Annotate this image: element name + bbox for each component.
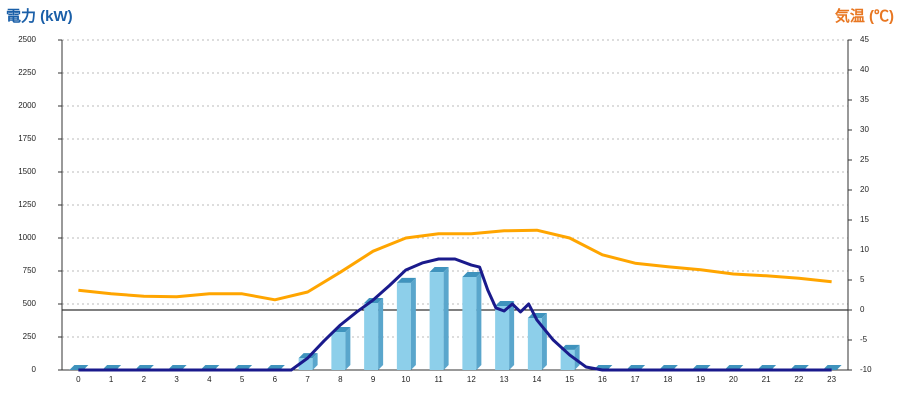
x-tick-label: 13	[500, 375, 509, 384]
y-tick-label: 2250	[18, 68, 36, 77]
y2-tick-label: -5	[860, 335, 868, 344]
y-tick-label: 1000	[18, 233, 36, 242]
bar-face	[509, 300, 515, 370]
x-tick-label: 8	[338, 375, 343, 384]
y-axis-title: 電力 (kW)	[6, 7, 73, 25]
bar-face	[443, 267, 449, 370]
bar-face	[476, 271, 482, 370]
bar-face	[410, 277, 416, 370]
y-tick-label: 0	[32, 365, 37, 374]
y2-tick-label: 20	[860, 185, 869, 194]
x-tick-label: 7	[305, 375, 310, 384]
bar	[396, 277, 416, 370]
x-tick-label: 1	[109, 375, 114, 384]
x-tick-label: 2	[142, 375, 147, 384]
x-tick-label: 10	[401, 375, 410, 384]
y-tick-label: 500	[23, 299, 37, 308]
bar-face	[378, 297, 384, 370]
y2-tick-label: -10	[860, 365, 872, 374]
bar	[364, 297, 384, 370]
bar	[331, 326, 351, 370]
y2-tick-label: 30	[860, 125, 869, 134]
bar	[429, 267, 449, 370]
x-tick-label: 20	[729, 375, 738, 384]
bar-face	[312, 353, 318, 370]
x-tick-label: 22	[794, 375, 803, 384]
y-tick-label: 2500	[18, 35, 36, 44]
x-tick-label: 11	[434, 375, 443, 384]
bar-face	[462, 276, 477, 370]
bar-face	[396, 282, 411, 370]
x-tick-label: 4	[207, 375, 212, 384]
bar-face	[495, 305, 510, 370]
x-tick-label: 12	[467, 375, 476, 384]
y2-tick-label: 10	[860, 245, 869, 254]
bar-face	[396, 277, 416, 283]
y2-tick-label: 0	[860, 305, 865, 314]
bar-face	[574, 344, 580, 370]
line	[78, 257, 832, 372]
x-tick-label: 19	[696, 375, 705, 384]
y2-tick-label: 25	[860, 155, 869, 164]
x-tick-label: 0	[76, 375, 81, 384]
y2-tick-label: 45	[860, 35, 869, 44]
y2-tick-label: 15	[860, 215, 869, 224]
bar	[462, 271, 482, 370]
y-tick-label: 750	[23, 266, 37, 275]
bar-face	[345, 326, 351, 370]
y2-axis-title: 気温 (℃)	[835, 7, 894, 25]
bar-face	[429, 267, 449, 273]
bar-face	[462, 271, 482, 277]
y2-tick-label: 5	[860, 275, 865, 284]
bar-face	[364, 302, 379, 370]
bar-face	[331, 331, 346, 370]
line	[78, 228, 832, 302]
y-tick-label: 1250	[18, 200, 36, 209]
x-tick-label: 5	[240, 375, 245, 384]
y-tick-label: 1750	[18, 134, 36, 143]
bar-face	[429, 272, 444, 370]
y2-tick-label: 35	[860, 95, 869, 104]
x-tick-label: 23	[827, 375, 836, 384]
bar-face	[560, 344, 580, 350]
x-tick-label: 15	[565, 375, 574, 384]
x-tick-label: 18	[663, 375, 672, 384]
bar-face	[527, 317, 542, 370]
y-tick-label: 250	[23, 332, 37, 341]
x-tick-label: 14	[532, 375, 541, 384]
x-tick-label: 21	[762, 375, 771, 384]
x-tick-label: 16	[598, 375, 607, 384]
y-tick-label: 1500	[18, 167, 36, 176]
y2-tick-label: 40	[860, 65, 869, 74]
x-tick-label: 3	[174, 375, 179, 384]
x-tick-label: 6	[273, 375, 278, 384]
bar-face	[541, 312, 547, 370]
y-tick-label: 2000	[18, 101, 36, 110]
x-tick-label: 9	[371, 375, 376, 384]
x-tick-label: 17	[631, 375, 640, 384]
bar-face	[298, 358, 313, 370]
